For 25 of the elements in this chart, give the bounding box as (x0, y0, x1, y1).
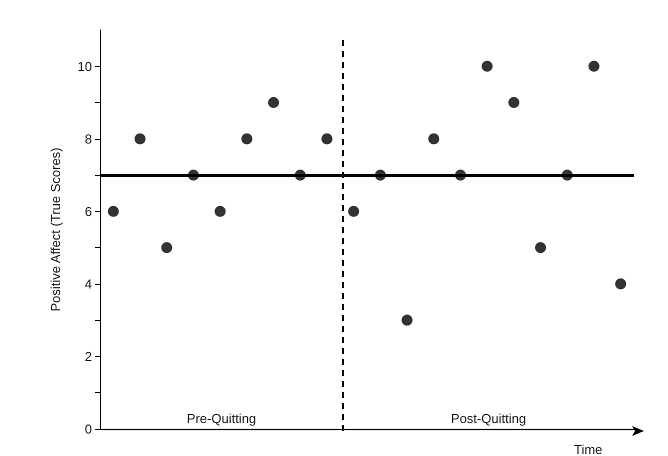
annotation: Post-Quitting (450, 411, 526, 426)
y-axis-title: Positive Affect (True Scores) (48, 147, 63, 312)
y-tick-label: 10 (78, 58, 92, 74)
y-tick-label: 2 (84, 348, 92, 364)
point (428, 133, 440, 144)
point (241, 133, 252, 144)
point (508, 97, 520, 108)
point (214, 206, 226, 217)
point (161, 242, 172, 254)
y-tick-label: 6 (84, 204, 92, 219)
point (535, 242, 546, 254)
point (268, 97, 280, 108)
point (108, 206, 119, 217)
y-tick-label: 4 (84, 276, 92, 292)
point (482, 60, 493, 72)
point (321, 133, 332, 144)
point (134, 133, 146, 144)
y-tick-label: 0 (84, 422, 92, 436)
point (348, 206, 360, 217)
point (615, 278, 626, 290)
point (402, 314, 413, 326)
annotation: Pre-Quitting (186, 411, 256, 426)
x-axis-title: Time (574, 442, 602, 456)
y-tick-label: 8 (84, 131, 92, 146)
point (588, 60, 600, 72)
